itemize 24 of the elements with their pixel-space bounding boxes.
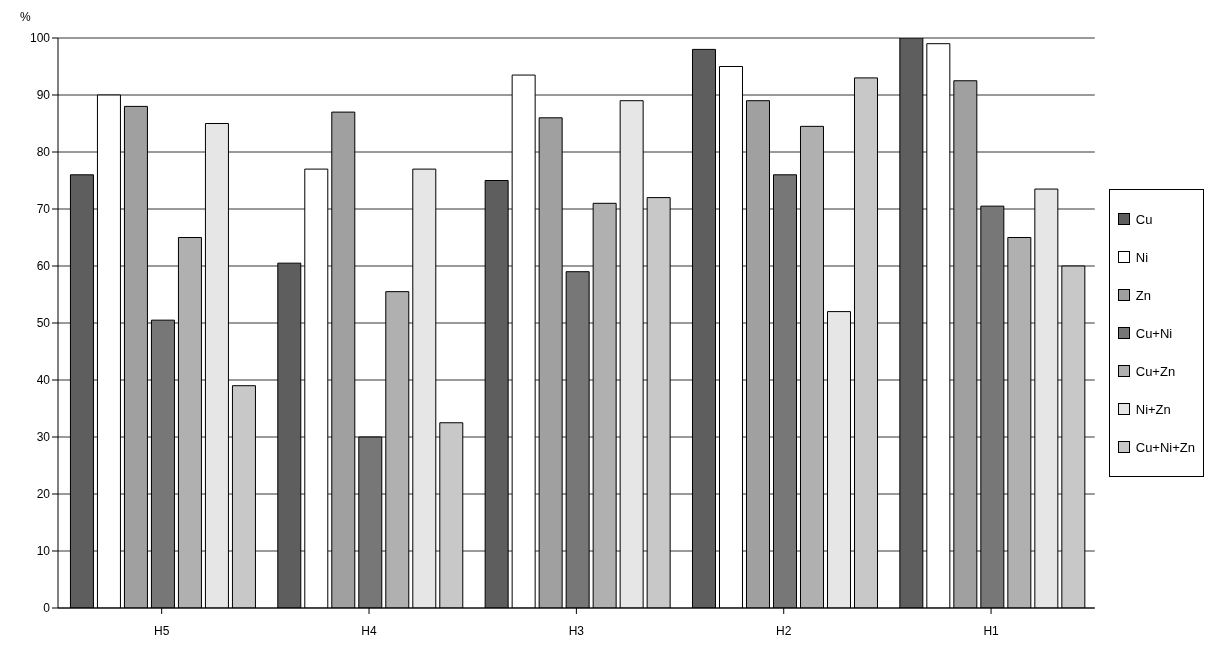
y-tick-label: 80 bbox=[36, 145, 51, 160]
x-tick-label: H2 bbox=[776, 623, 792, 638]
legend-label: Zn bbox=[1135, 287, 1151, 303]
y-axis-title: % bbox=[20, 10, 31, 24]
x-tick-label: H1 bbox=[983, 623, 1000, 638]
x-tick-label: H5 bbox=[154, 623, 170, 638]
y-tick-label: 20 bbox=[36, 487, 51, 502]
y-tick-label: 30 bbox=[36, 430, 51, 445]
legend-label: Ni bbox=[1135, 249, 1149, 265]
y-tick-label: 90 bbox=[36, 88, 51, 103]
legend-label: Ni+Zn bbox=[1135, 401, 1171, 417]
legend-label: Cu+Ni+Zn bbox=[1135, 439, 1195, 455]
y-tick-label: 50 bbox=[36, 316, 51, 331]
legend-label: Cu+Zn bbox=[1135, 363, 1176, 379]
y-tick-label: 0 bbox=[43, 601, 51, 616]
y-tick-label: 60 bbox=[36, 259, 51, 274]
legend-label: Cu bbox=[1135, 211, 1153, 227]
x-tick-label: H3 bbox=[568, 623, 585, 638]
y-tick-label: 10 bbox=[36, 544, 51, 559]
x-tick-label: H4 bbox=[361, 623, 378, 638]
y-tick-label: 70 bbox=[36, 202, 51, 217]
legend-label: Cu+Ni bbox=[1135, 325, 1173, 341]
y-tick-label: 40 bbox=[36, 373, 51, 388]
y-tick-label: 100 bbox=[29, 31, 51, 46]
